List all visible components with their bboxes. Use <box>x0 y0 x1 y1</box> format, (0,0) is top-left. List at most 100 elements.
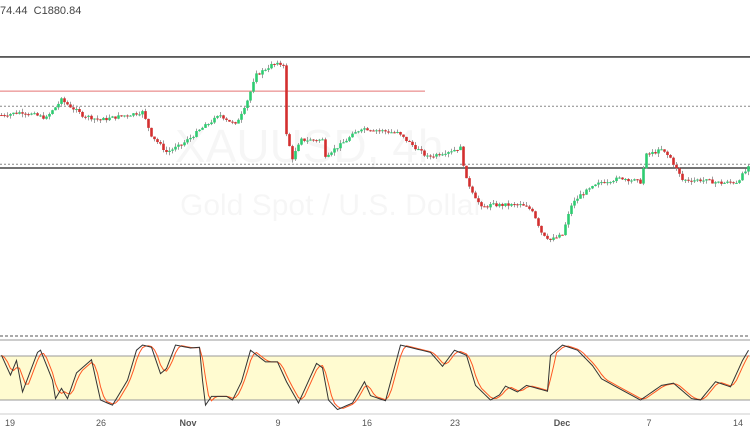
candle <box>456 149 459 153</box>
candle-body <box>309 139 312 141</box>
candle-body <box>132 113 135 116</box>
candle-body <box>468 178 471 187</box>
candle-body <box>507 203 510 206</box>
candle-body <box>222 115 225 119</box>
candle <box>372 129 375 132</box>
candle <box>366 126 369 131</box>
candle <box>375 129 378 134</box>
candle <box>717 181 720 184</box>
candle <box>129 115 132 117</box>
candle-body <box>210 122 213 125</box>
candle-body <box>660 149 663 151</box>
candle-body <box>426 155 429 157</box>
candle-body <box>165 149 168 153</box>
candle <box>624 178 627 182</box>
candle <box>636 178 639 183</box>
candle-body <box>708 179 711 181</box>
candle-body <box>84 116 87 118</box>
candle-body <box>285 65 288 135</box>
candle <box>126 114 129 119</box>
candle <box>114 116 117 121</box>
candle <box>408 139 411 143</box>
candle-body <box>396 131 399 133</box>
candle-body <box>612 181 615 183</box>
candle <box>12 112 15 116</box>
candle-body <box>45 116 48 119</box>
candle-body <box>594 184 597 187</box>
candle-body <box>477 198 480 203</box>
candle <box>363 126 366 134</box>
candle-body <box>153 136 156 140</box>
candle <box>564 222 567 236</box>
candle-body <box>30 113 33 115</box>
candle <box>570 203 573 217</box>
candle-body <box>237 119 240 124</box>
time-axis[interactable]: 19 26 Nov 9 16 23 Dec 7 14 <box>5 418 743 428</box>
candle <box>18 110 21 115</box>
candle <box>630 179 633 184</box>
candle-body <box>423 150 426 156</box>
candle-body <box>81 111 84 117</box>
candle-body <box>405 136 408 142</box>
candle <box>321 137 324 141</box>
candle-body <box>240 113 243 120</box>
candle <box>39 114 42 117</box>
candle <box>723 181 726 184</box>
candle-body <box>432 156 435 158</box>
candle <box>606 179 609 186</box>
candle <box>150 127 153 138</box>
candle <box>336 148 339 152</box>
candle <box>69 101 72 108</box>
candle <box>618 176 621 179</box>
candle-body <box>66 102 69 105</box>
candle <box>441 152 444 157</box>
candle <box>234 121 237 126</box>
candle-body <box>267 68 270 70</box>
candle-body <box>18 112 21 114</box>
candle <box>294 147 297 161</box>
candle-body <box>609 182 612 184</box>
candle <box>72 104 75 113</box>
candle-body <box>747 166 750 172</box>
candle-body <box>330 152 333 155</box>
candle-body <box>504 203 507 206</box>
candle <box>573 197 576 209</box>
candle <box>153 136 156 142</box>
candle <box>657 147 660 158</box>
candle <box>78 106 81 115</box>
candle <box>552 233 555 242</box>
candle-body <box>24 113 27 115</box>
candle <box>354 129 357 134</box>
candles <box>0 60 750 243</box>
candle-body <box>57 103 60 108</box>
candle <box>648 151 651 157</box>
candle-body <box>123 115 126 117</box>
candle <box>93 118 96 123</box>
candle <box>435 152 438 159</box>
candle-body <box>231 121 234 123</box>
candle-body <box>567 213 570 225</box>
candle <box>486 205 489 210</box>
candle <box>75 105 78 113</box>
candle <box>282 63 285 69</box>
candle <box>639 178 642 185</box>
candle-body <box>525 205 528 207</box>
candle <box>243 106 246 115</box>
time-tick-label: Nov <box>179 418 196 428</box>
candle <box>582 191 585 199</box>
candle-body <box>735 182 738 184</box>
candle <box>426 153 429 159</box>
candle <box>231 119 234 125</box>
candle <box>459 144 462 151</box>
candle <box>36 111 39 117</box>
candle <box>714 181 717 187</box>
candle-body <box>720 181 723 184</box>
candle <box>471 185 474 195</box>
candle-body <box>276 62 279 65</box>
candle-body <box>459 146 462 151</box>
candle-body <box>159 142 162 144</box>
candle-body <box>177 144 180 147</box>
candle-body <box>108 117 111 121</box>
candle <box>465 165 468 179</box>
